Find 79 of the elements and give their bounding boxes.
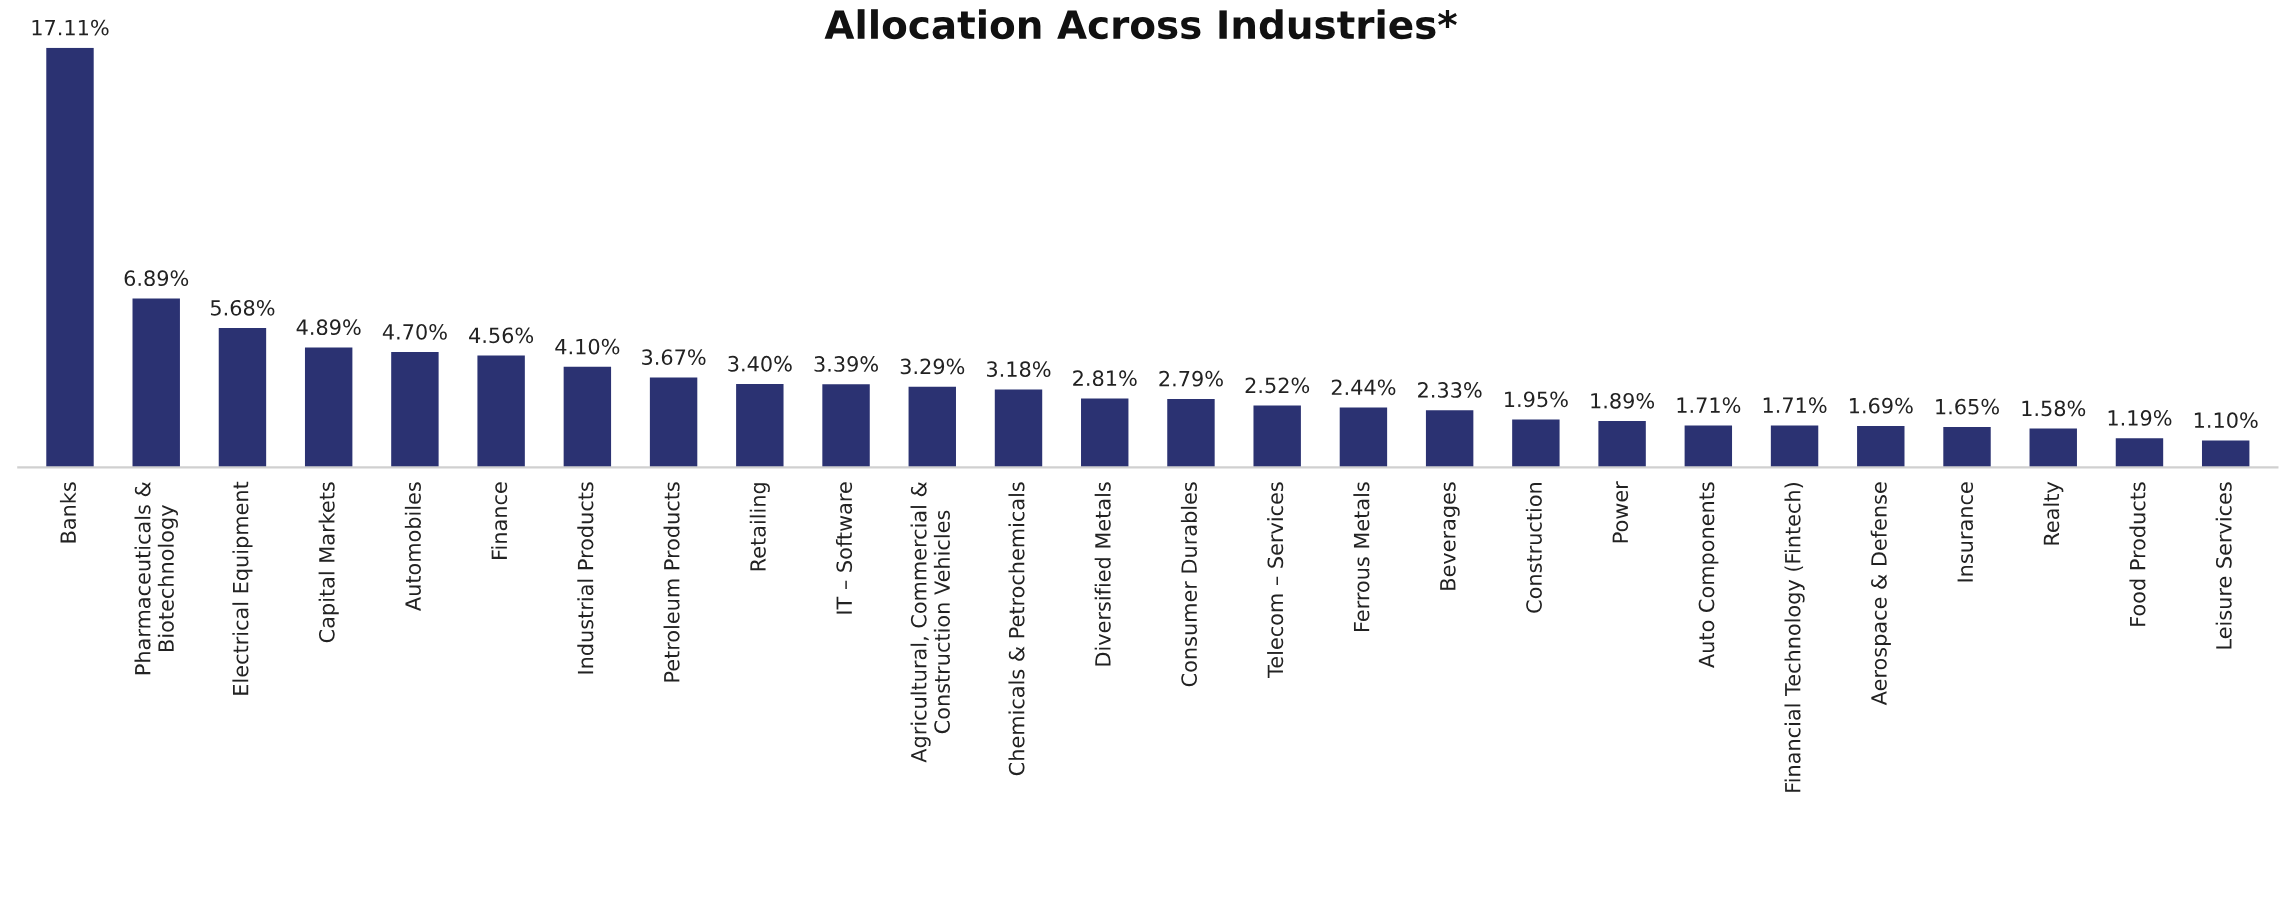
data-label: 1.10% [2194,412,2258,429]
data-label: 2.44% [1331,379,1396,396]
x-tick-label: IT – Software [835,482,853,614]
x-tick-label: Pharmaceuticals & Biotechnology [134,481,178,675]
x-tick-label: Chemicals & Petrochemicals [1008,482,1025,776]
data-label: 4.89% [296,319,361,336]
data-label: 4.10% [555,338,620,355]
data-label: 3.40% [728,355,792,372]
x-tick-label: Construction [1525,483,1542,613]
data-label: 3.29% [900,358,965,375]
x-tick-label: Banks [59,482,77,543]
bar [132,298,180,468]
x-tick-label: Agricultural, Commercial & Construction Vehicles [910,481,950,763]
x-tick-label: Industrial Products [577,482,594,674]
data-label: 3.18% [987,361,1051,378]
x-tick-label: Electrical Equipment [232,481,253,695]
bar [2201,440,2250,468]
data-label: 6.89% [124,270,189,287]
bar [2029,428,2077,468]
x-tick-label: Retailing [749,483,770,571]
x-tick-label: Automobiles [404,482,421,611]
data-label: 4.70% [382,323,447,340]
bar [1253,405,1301,468]
x-tick-label: Finance [491,482,508,559]
bar [477,355,525,468]
data-label: 1.95% [1505,391,1568,408]
data-label: 2.33% [1418,382,1482,398]
x-tick-label: Telecom – Services [1267,482,1284,678]
data-label: 4.56% [469,327,534,344]
bar [1081,398,1129,468]
bar [1857,425,1905,468]
bar [1598,421,1646,468]
bar [1512,419,1560,468]
bar [563,366,612,468]
data-label: 1.65% [1936,398,1999,415]
x-tick-label: Petroleum Products [663,482,680,682]
x-tick-label: Ferrous Metals [1353,482,1370,631]
bar [1684,425,1733,468]
bar [304,347,353,468]
bar [1770,425,1819,468]
bar [822,384,870,468]
data-label: 17.11% [32,19,109,36]
x-tick-label: Beverages [1440,482,1460,590]
x-tick-label: Auto Components [1698,482,1719,668]
bar [1425,410,1474,468]
x-tick-label: Realty [2043,481,2064,545]
bar [391,352,439,468]
data-label: 3.67% [642,349,706,366]
data-label: 5.68% [210,299,275,316]
x-tick-label: Capital Markets [318,482,339,643]
x-tick-label: Consumer Durables [1180,482,1198,687]
data-label: 2.79% [1159,370,1223,387]
data-label: 1.71% [1763,397,1827,414]
x-tick-label: Power [1612,481,1629,543]
x-tick-label: Leisure Services [2215,482,2232,649]
bar [908,386,956,468]
data-label: 1.71% [1677,397,1741,414]
x-tick-label: Insurance [1957,482,1974,582]
bar [218,328,267,468]
data-label: 2.52% [1245,377,1310,394]
bar [736,384,784,468]
x-tick-label: Food Products [2129,482,2146,626]
data-label: 1.89% [1591,392,1655,409]
bar [2115,438,2164,468]
bar [994,389,1043,468]
bar [1339,407,1388,468]
bar [649,377,698,468]
data-label: 1.58% [2022,400,2086,417]
x-tick-label: Aerospace & Defense [1870,482,1891,706]
data-label: 2.81% [1073,370,1137,387]
data-label: 1.69% [1849,397,1913,414]
bar [1167,398,1215,468]
bar [1943,426,1991,468]
data-label: 3.39% [814,356,878,372]
bar [46,47,94,468]
x-tick-label: Financial Technology (Fintech) [1784,483,1805,792]
data-label: 1.19% [2108,410,2172,426]
x-tick-label: Diversified Metals [1094,482,1111,666]
chart-title: Allocation Across Industries* [824,9,1457,40]
